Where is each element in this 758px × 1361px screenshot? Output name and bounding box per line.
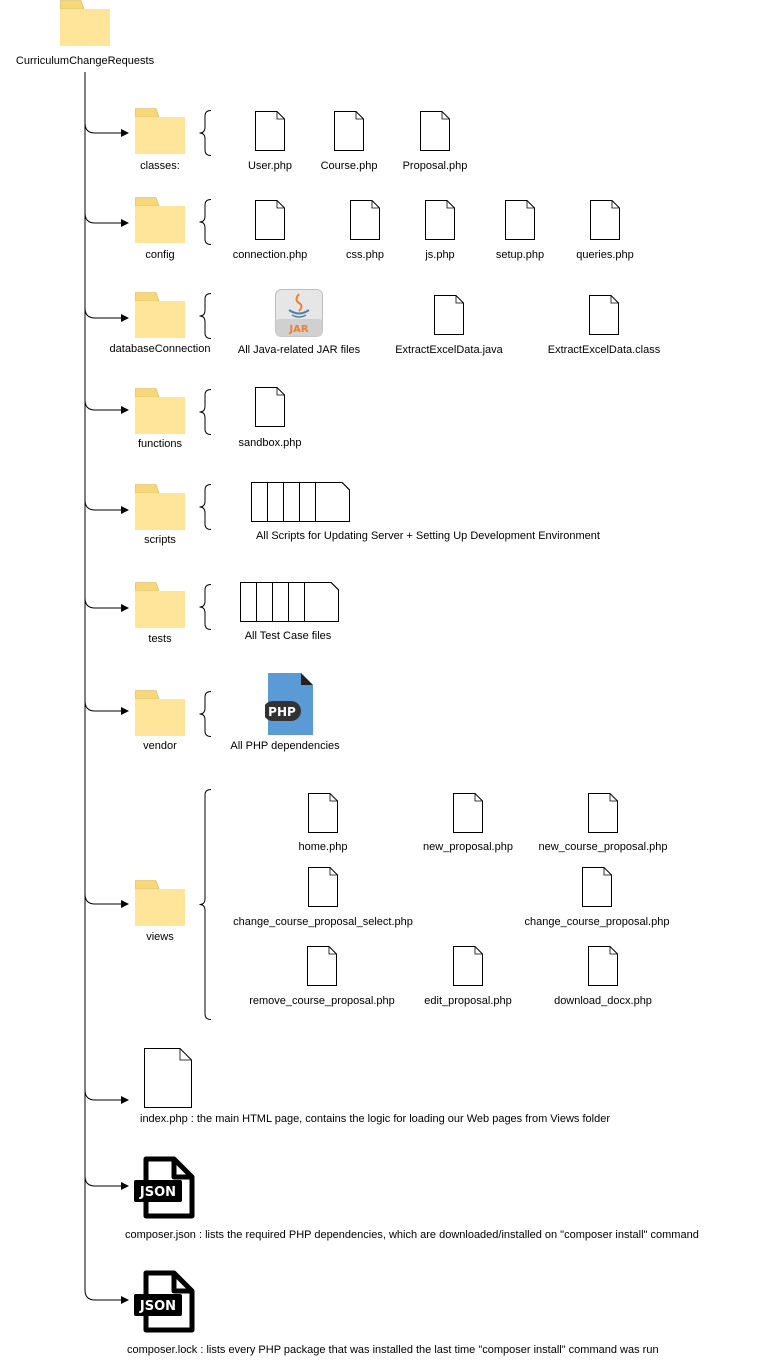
brace-functions — [199, 389, 213, 435]
jar-badge-text: JAR — [288, 324, 308, 335]
brace-classes — [199, 110, 213, 156]
brace-scripts — [199, 484, 213, 530]
file-label: new_course_proposal.php — [538, 841, 668, 853]
file-icon — [453, 793, 483, 833]
file-label: setup.php — [495, 249, 545, 261]
folder-icon-classes — [135, 108, 185, 154]
file-icon — [255, 111, 285, 151]
file-label: edit_proposal.php — [424, 995, 512, 1007]
document-icon — [144, 1048, 192, 1108]
file-icon — [453, 946, 483, 986]
file-label: Proposal.php — [402, 160, 468, 172]
root-folder-label: CurriculumChangeRequests — [15, 55, 155, 67]
file-icon — [582, 867, 612, 907]
folder-label-tests: tests — [148, 633, 172, 645]
folder-label-config: config — [145, 249, 175, 261]
root-file-label: index.php : the main HTML page, contains… — [140, 1113, 611, 1125]
folder-icon-functions — [135, 388, 185, 434]
brace-databaseconnection — [199, 293, 213, 339]
file-label: download_docx.php — [554, 995, 652, 1007]
multiple-files-icon — [251, 482, 350, 522]
folder-label-views: views — [146, 931, 174, 943]
file-label: connection.php — [232, 249, 308, 261]
file-label: All Test Case files — [244, 630, 332, 642]
file-icon — [590, 200, 620, 240]
file-icon — [255, 387, 285, 427]
file-icon — [308, 867, 338, 907]
file-label: new_proposal.php — [423, 841, 513, 853]
file-icon — [420, 111, 450, 151]
folder-icon-databaseconnection — [135, 292, 185, 338]
folder-label-databaseconnection: databaseConnection — [109, 343, 211, 355]
file-label: queries.php — [576, 249, 634, 261]
file-label: js.php — [425, 249, 455, 261]
file-icon — [588, 793, 618, 833]
brace-vendor — [199, 691, 213, 737]
file-label: ExtractExcelData.java — [395, 344, 503, 356]
file-label: All Java-related JAR files — [237, 344, 361, 356]
folder-icon-tests — [135, 582, 185, 628]
json-badge-text: JSON — [139, 1299, 176, 1314]
folder-label-scripts: scripts — [144, 534, 176, 546]
json-file-icon: JSON — [134, 1156, 196, 1220]
brace-tests — [199, 584, 213, 630]
folder-icon-scripts — [135, 484, 185, 530]
root-file-label: composer.lock : lists every PHP package … — [127, 1344, 659, 1356]
folder-icon-vendor — [135, 690, 185, 736]
folder-label-vendor: vendor — [143, 740, 177, 752]
file-icon — [425, 200, 455, 240]
file-label: remove_course_proposal.php — [249, 995, 395, 1007]
file-icon — [334, 111, 364, 151]
file-icon — [434, 295, 464, 335]
root-file-label: composer.json : lists the required PHP d… — [125, 1229, 699, 1241]
file-icon — [308, 793, 338, 833]
file-label: All Scripts for Updating Server + Settin… — [256, 530, 600, 542]
file-icon — [589, 295, 619, 335]
file-icon — [588, 946, 618, 986]
file-label: css.php — [346, 249, 384, 261]
file-label: User.php — [247, 160, 293, 172]
json-badge-text: JSON — [139, 1185, 176, 1200]
folder-icon-config — [135, 197, 185, 243]
file-label: change_course_proposal_select.php — [233, 916, 413, 928]
root-folder-icon — [60, 0, 110, 46]
file-label: change_course_proposal.php — [524, 916, 670, 928]
file-icon — [350, 200, 380, 240]
file-label: ExtractExcelData.class — [547, 344, 661, 356]
file-icon — [505, 200, 535, 240]
jar-file-icon: JAR — [275, 289, 323, 337]
folder-label-classes: classes: — [140, 160, 180, 172]
folder-label-functions: functions — [137, 438, 183, 450]
file-label: home.php — [298, 841, 348, 853]
php-badge-text: PHP — [268, 705, 296, 719]
file-label: Course.php — [320, 160, 378, 172]
file-icon — [307, 946, 337, 986]
brace-views — [199, 789, 213, 1020]
php-file-icon: PHP — [265, 673, 313, 735]
folder-icon-views — [135, 880, 185, 926]
brace-config — [199, 199, 213, 245]
file-icon — [255, 200, 285, 240]
file-label: sandbox.php — [238, 437, 302, 449]
multiple-files-icon — [240, 582, 339, 622]
file-label: All PHP dependencies — [230, 740, 340, 752]
json-file-icon: JSON — [134, 1270, 196, 1334]
